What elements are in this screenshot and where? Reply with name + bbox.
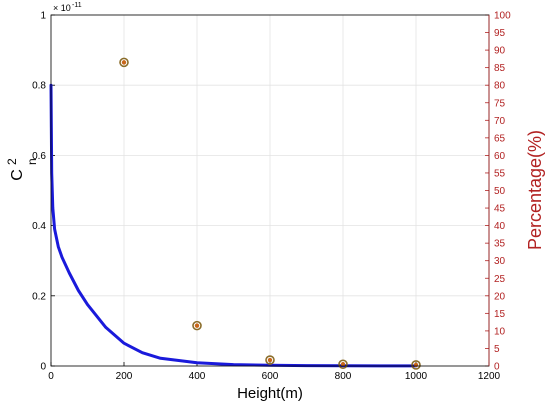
x-tick-label: 0	[48, 371, 54, 382]
data-point-ring	[338, 359, 348, 370]
data-point	[265, 355, 275, 365]
x-axis-label: Height(m)	[237, 385, 303, 402]
series-line	[49, 83, 418, 368]
x-tick-label: 600	[262, 371, 279, 382]
data-point-core	[194, 323, 200, 328]
y2-tick-label: 65	[494, 133, 506, 144]
y2-tick-label: 5	[494, 344, 500, 355]
y-tick-label: 0.8	[32, 81, 46, 92]
y2-tick-label: 25	[494, 274, 506, 285]
data-point-core	[267, 357, 273, 363]
data-point-ring	[119, 57, 129, 68]
y2-ticks: 0 5 10 15 20 25 30 35 40 45 50 55 60 65 70 75 80 85 90 95 10…	[485, 11, 511, 373]
y-exponent-base: × 10	[53, 3, 71, 13]
data-point-ring	[265, 355, 275, 365]
y2-tick-label: 40	[494, 221, 506, 232]
x-tick-label: 1200	[478, 371, 501, 382]
x-tick-label: 400	[189, 371, 206, 382]
y2-tick-label: 20	[494, 291, 506, 302]
y2-tick-label: 95	[494, 28, 506, 39]
y2-tick-label: 100	[494, 11, 511, 22]
data-point	[192, 320, 202, 331]
y2-tick-label: 80	[494, 81, 506, 92]
y-exponent: -11	[72, 2, 82, 9]
y-tick-label: 0	[40, 362, 46, 373]
y2-tick-label: 60	[494, 151, 506, 162]
x-tick-label: 200	[116, 371, 133, 382]
y2-tick-label: 55	[494, 168, 506, 179]
y2-tick-label: 30	[494, 256, 506, 267]
data-point-core	[121, 60, 127, 65]
y-tick-label: 0.2	[32, 291, 46, 302]
y-axis-label-sub: n	[25, 158, 39, 165]
y2-tick-label: 70	[494, 116, 506, 127]
y-axis-label: C 2 n	[5, 158, 39, 181]
y-axis-label-sup: 2	[5, 158, 19, 165]
x-tick-label: 800	[335, 371, 352, 382]
y2-tick-label: 35	[494, 239, 506, 250]
y2-axis-label: Percentage(%)	[525, 130, 545, 250]
y2-tick-label: 85	[494, 63, 506, 74]
data-point-core	[340, 362, 346, 367]
y2-tick-label: 10	[494, 326, 506, 337]
y2-tick-label: 0	[494, 362, 500, 373]
y2-tick-label: 90	[494, 46, 506, 57]
y2-tick-label: 45	[494, 204, 506, 215]
data-point	[338, 359, 348, 370]
y-tick-label: 0.6	[32, 151, 46, 162]
y-tick-label: 1	[40, 11, 46, 22]
y2-tick-label: 50	[494, 186, 506, 197]
data-point-core	[413, 362, 419, 368]
data-point-ring	[192, 320, 202, 331]
y2-tick-label: 75	[494, 98, 506, 109]
data-point-ring	[411, 360, 421, 370]
x-tick-label: 1000	[405, 371, 428, 382]
y2-tick-label: 15	[494, 309, 506, 320]
y-axis-label-main: C	[9, 169, 26, 181]
y-tick-label: 0.4	[32, 221, 46, 232]
data-point	[119, 57, 129, 68]
